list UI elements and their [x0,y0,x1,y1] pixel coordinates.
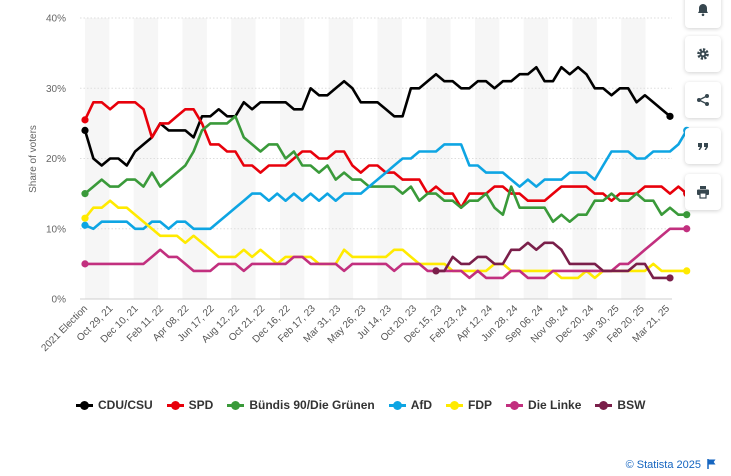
notification-button[interactable] [685,0,721,28]
print-button[interactable] [685,174,721,210]
y-axis-label: Share of voters [28,125,39,193]
gear-icon [696,47,710,61]
data-point[interactable] [81,214,89,222]
credit-text: © Statista 2025 [625,459,701,471]
legend-marker-icon [227,400,245,410]
flag-icon [707,458,717,472]
gridlines [80,17,672,300]
legend-label: AfD [410,398,433,412]
share-button[interactable] [685,82,721,118]
legend-label: Die Linke [528,398,582,412]
y-tick-label: 10% [46,224,66,235]
printer-icon [696,185,710,199]
legend-marker-icon [506,400,524,410]
legend-label: Bündis 90/Die Grünen [249,398,375,412]
legend-item[interactable]: FDP [446,398,492,412]
quote-icon [697,140,709,152]
y-axis-ticks: 0% 10% 20% 30% 40% [46,14,66,306]
data-point[interactable] [81,116,89,124]
settings-button[interactable] [685,36,721,72]
legend-marker-icon [166,400,184,410]
chart-legend: CDU/CSU SPD Bündis 90/Die Grünen AfD FDP Die … [76,398,645,412]
series-line-die-linke[interactable] [83,227,688,280]
y-tick-label: 0% [52,295,67,306]
series-bsw [432,241,674,282]
cite-button[interactable] [685,128,721,164]
data-point[interactable] [683,225,691,233]
legend-marker-icon [388,400,406,410]
series-die-linke [81,225,691,280]
data-point[interactable] [81,190,89,198]
series-line-bsw[interactable] [434,241,672,280]
series-cdu-csu [81,65,674,167]
legend-item[interactable]: BSW [595,398,645,412]
legend-item[interactable]: SPD [166,398,214,412]
data-point[interactable] [81,126,89,134]
legend-item[interactable]: Bündis 90/Die Grünen [227,398,375,412]
data-point[interactable] [683,267,691,275]
series-b-ndis-90-die-gr-nen [81,115,691,223]
y-tick-label: 20% [46,154,66,165]
legend-item[interactable]: Die Linke [506,398,581,412]
legend-marker-icon [76,400,93,410]
legend-label: CDU/CSU [98,398,153,412]
data-point[interactable] [81,221,89,229]
series-line-afd[interactable] [83,129,688,231]
legend-label: BSW [617,398,646,412]
y-tick-label: 30% [46,84,66,95]
legend-item[interactable]: CDU/CSU [76,398,153,412]
data-point[interactable] [666,112,674,120]
data-point[interactable] [666,274,674,282]
source-credit[interactable]: © Statista 2025 [626,458,717,472]
data-point[interactable] [432,267,440,275]
data-point[interactable] [81,260,89,268]
legend-label: FDP [468,398,493,412]
legend-label: SPD [188,398,214,412]
legend-marker-icon [446,400,464,410]
y-tick-label: 40% [46,14,66,25]
legend-item[interactable]: AfD [388,398,433,412]
bell-icon [696,3,710,17]
share-icon [696,93,710,107]
data-point[interactable] [683,211,691,219]
series-line-cdu-csu[interactable] [83,65,672,167]
series-line-b-ndis-90-die-gr-nen[interactable] [83,115,688,223]
legend-marker-icon [595,400,613,410]
